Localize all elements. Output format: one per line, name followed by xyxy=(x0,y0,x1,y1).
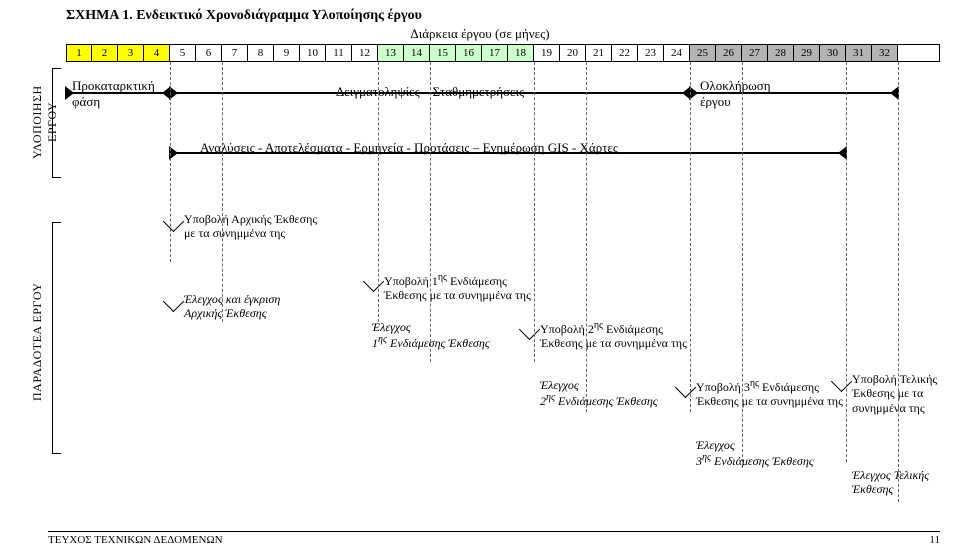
timeline-tail xyxy=(898,44,940,62)
month-cell: 28 xyxy=(768,44,794,62)
footer-page: 11 xyxy=(929,534,940,546)
title-rest: Ενδεικτικό Χρονοδιάγραμμα Υλοποίησης έργ… xyxy=(133,8,422,23)
title-prefix: ΣΧΗΜΑ 1. xyxy=(66,8,133,23)
guide-line xyxy=(898,62,899,502)
month-cell: 15 xyxy=(430,44,456,62)
side-label-top: ΥΛΟΠΟΙΗΣΗ ΕΡΓΟΥ xyxy=(30,82,60,162)
month-cell: 20 xyxy=(560,44,586,62)
guide-line xyxy=(690,62,691,412)
deliverable-3-check: Έλεγχος3ης Ενδιάμεσης Έκθεσης xyxy=(696,438,814,469)
side-label-bottom: ΠΑΡΑΔΟΤΕΑ ΕΡΓΟΥ xyxy=(30,272,45,412)
month-cell: 31 xyxy=(846,44,872,62)
guide-line xyxy=(846,62,847,462)
footer-left: ΤΕΥΧΟΣ ΤΕΧΝΙΚΩΝ ΔΕΔΟΜΕΝΩΝ xyxy=(48,534,223,546)
text: Έλεγχος και έγκρισηΑρχικής Έκθεσης xyxy=(184,292,280,320)
brace-bottom xyxy=(52,222,61,454)
text: Υποβολή ΤελικήςΈκθεσης με τασυνημμένα τη… xyxy=(852,372,937,415)
page: ΣΧΗΜΑ 1. Ενδεικτικό Χρονοδιάγραμμα Υλοπο… xyxy=(0,0,960,552)
month-cell: 29 xyxy=(794,44,820,62)
month-cell: 27 xyxy=(742,44,768,62)
month-cell: 11 xyxy=(326,44,352,62)
figure-title: ΣΧΗΜΑ 1. Ενδεικτικό Χρονοδιάγραμμα Υλοπο… xyxy=(66,8,940,24)
month-cell: 4 xyxy=(144,44,170,62)
month-cell: 2 xyxy=(92,44,118,62)
deliverable-3-submit: Υποβολή 3ης ΕνδιάμεσηςΈκθεσης με τα συνη… xyxy=(696,378,843,409)
month-cell: 12 xyxy=(352,44,378,62)
text: Υποβολή 3ης ΕνδιάμεσηςΈκθεσης με τα συνη… xyxy=(696,380,843,408)
month-cell: 18 xyxy=(508,44,534,62)
month-cell: 23 xyxy=(638,44,664,62)
guide-line xyxy=(534,62,535,362)
subtitle: Διάρκεια έργου (σε μήνες) xyxy=(20,26,940,42)
guide-line xyxy=(742,62,743,462)
month-cell: 5 xyxy=(170,44,196,62)
diagram-body: ΥΛΟΠΟΙΗΣΗ ΕΡΓΟΥ ΠΑΡΑΔΟΤΕΑ ΕΡΓΟΥ Προκαταρ… xyxy=(66,62,940,522)
month-cell: 16 xyxy=(456,44,482,62)
deliverable-final-check: Έλεγχος ΤελικήςΈκθεσης xyxy=(852,468,929,497)
text: Έλεγχος3ης Ενδιάμεσης Έκθεσης xyxy=(696,438,814,468)
deliverable-1-submit: Υποβολή 1ης ΕνδιάμεσηςΈκθεσης με τα συνη… xyxy=(384,272,531,303)
guide-line xyxy=(430,62,431,362)
month-timeline: 1234567891011121314151617181920212223242… xyxy=(66,44,940,62)
month-cell: 7 xyxy=(222,44,248,62)
tick-icon xyxy=(163,291,184,312)
guide-line xyxy=(586,62,587,412)
month-cell: 21 xyxy=(586,44,612,62)
text: Υποβολή 2ης ΕνδιάμεσηςΈκθεσης με τα συνη… xyxy=(540,322,687,350)
phase-label-3: Ολοκλήρωσηέργου xyxy=(700,78,771,110)
month-cell: 13 xyxy=(378,44,404,62)
guide-line xyxy=(170,62,171,262)
month-cell: 25 xyxy=(690,44,716,62)
text: Υποβολή 1ης ΕνδιάμεσηςΈκθεσης με τα συνη… xyxy=(384,274,531,302)
text: Έλεγχος ΤελικήςΈκθεσης xyxy=(852,468,929,496)
guide-line xyxy=(378,62,379,322)
month-cell: 30 xyxy=(820,44,846,62)
month-cell: 22 xyxy=(612,44,638,62)
text: Υποβολή Αρχικής Έκθεσηςμε τα συνημμένα τ… xyxy=(184,212,317,240)
phase-label-1: Προκαταρκτικήφάση xyxy=(72,78,155,110)
month-cell: 9 xyxy=(274,44,300,62)
tick-icon xyxy=(363,271,384,292)
guide-line xyxy=(222,62,223,322)
month-cell: 3 xyxy=(118,44,144,62)
month-cell: 1 xyxy=(66,44,92,62)
month-cell: 6 xyxy=(196,44,222,62)
phase-label-4: Αναλύσεις - Αποτελέσματα - Ερμηνεία - Πρ… xyxy=(200,140,618,156)
month-cell: 24 xyxy=(664,44,690,62)
tick-icon xyxy=(675,377,696,398)
month-cell: 8 xyxy=(248,44,274,62)
month-cell: 32 xyxy=(872,44,898,62)
tick-icon xyxy=(519,319,540,340)
month-cell: 26 xyxy=(716,44,742,62)
deliverable-final-submit: Υποβολή ΤελικήςΈκθεσης με τασυνημμένα τη… xyxy=(852,372,937,415)
month-cell: 19 xyxy=(534,44,560,62)
footer: ΤΕΥΧΟΣ ΤΕΧΝΙΚΩΝ ΔΕΔΟΜΕΝΩΝ 11 xyxy=(48,531,940,546)
deliverable-initial-check: Έλεγχος και έγκρισηΑρχικής Έκθεσης xyxy=(184,292,280,321)
month-cell: 10 xyxy=(300,44,326,62)
deliverable-2-check: Έλεγχος2ης Ενδιάμεσης Έκθεσης xyxy=(540,378,658,409)
tick-icon xyxy=(163,211,184,232)
deliverable-2-submit: Υποβολή 2ης ΕνδιάμεσηςΈκθεσης με τα συνη… xyxy=(540,320,687,351)
deliverable-initial-submit: Υποβολή Αρχικής Έκθεσηςμε τα συνημμένα τ… xyxy=(184,212,317,241)
month-cell: 14 xyxy=(404,44,430,62)
text: Έλεγχος2ης Ενδιάμεσης Έκθεσης xyxy=(540,378,658,408)
month-cell: 17 xyxy=(482,44,508,62)
